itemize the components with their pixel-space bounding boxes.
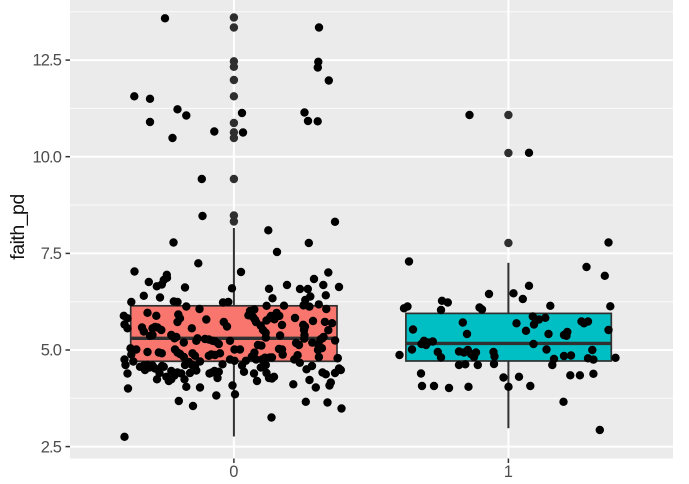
svg-text:0: 0 bbox=[229, 463, 238, 481]
svg-text:12.5: 12.5 bbox=[32, 52, 61, 70]
svg-text:1: 1 bbox=[504, 463, 513, 481]
svg-text:2.5: 2.5 bbox=[41, 438, 62, 456]
svg-text:faith_pd: faith_pd bbox=[7, 194, 29, 259]
svg-text:7.5: 7.5 bbox=[41, 245, 62, 263]
svg-text:10.0: 10.0 bbox=[32, 148, 61, 166]
svg-text:5.0: 5.0 bbox=[41, 342, 62, 360]
